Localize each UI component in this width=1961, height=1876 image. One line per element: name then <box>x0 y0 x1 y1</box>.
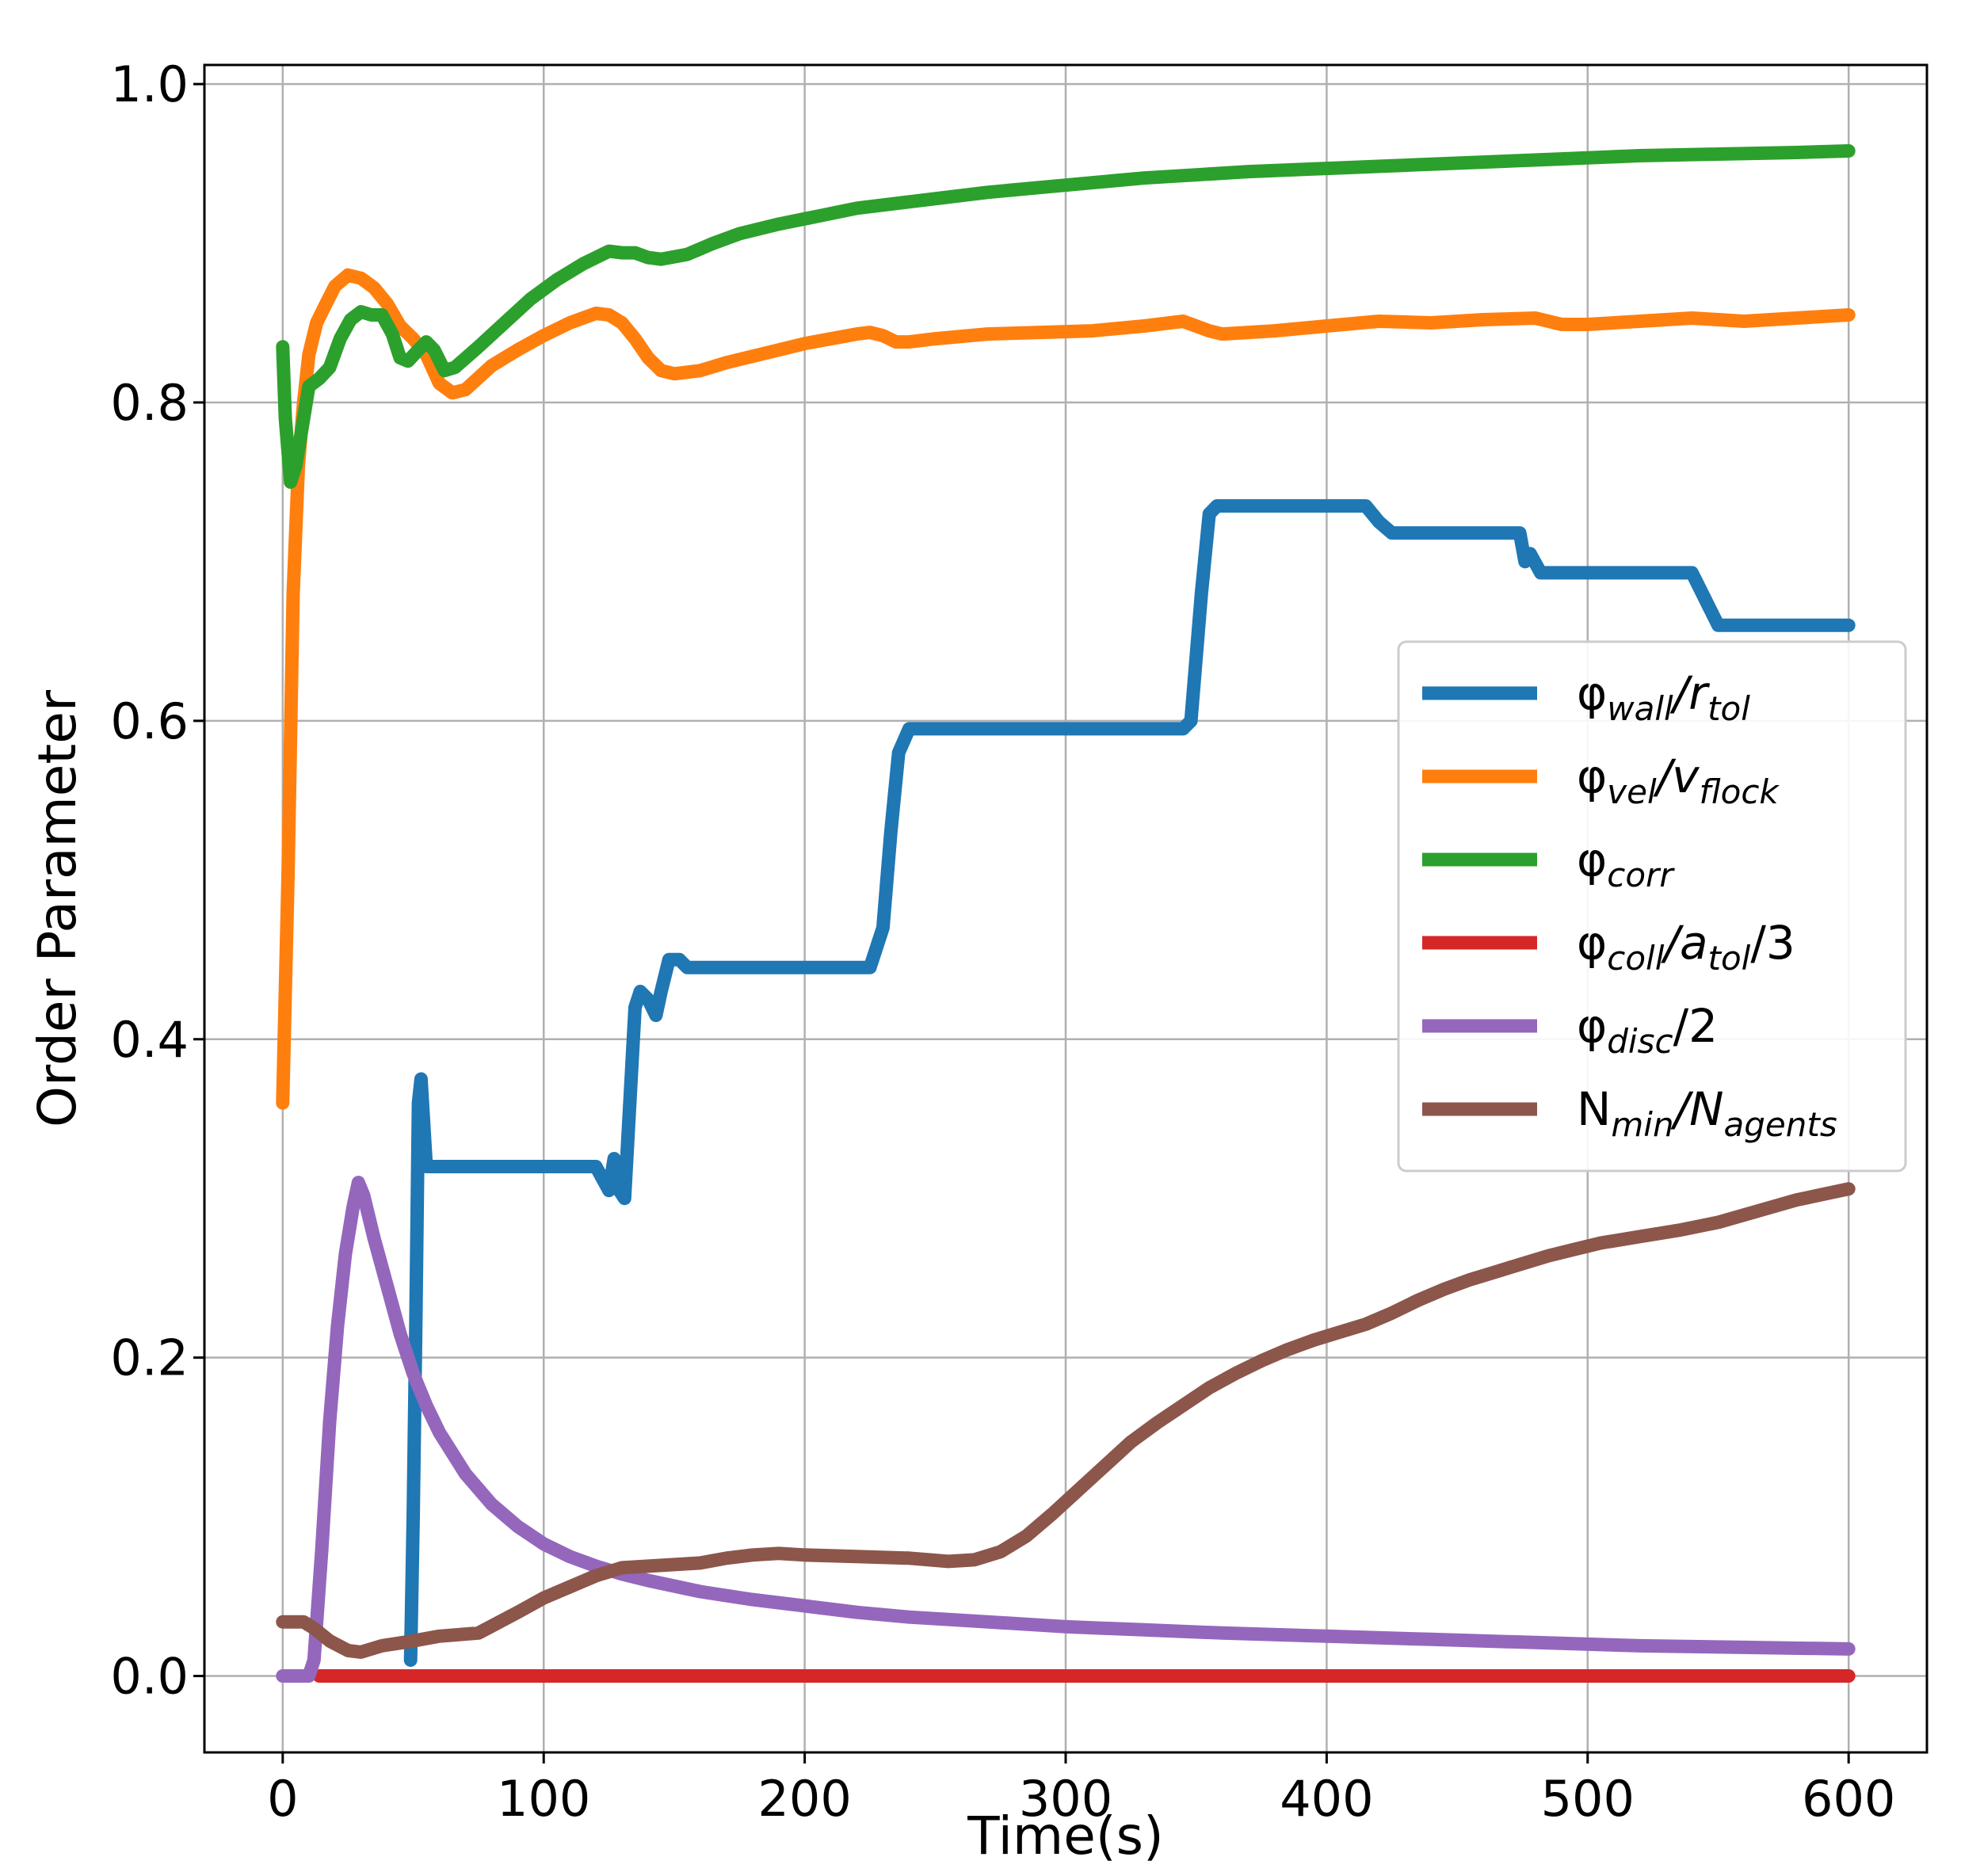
legend-label: φvel/vflock <box>1577 749 1780 811</box>
y-tick-label: 1.0 <box>110 55 189 113</box>
legend-label: φdisc/2 <box>1577 999 1718 1061</box>
x-tick-label: 300 <box>1019 1770 1112 1828</box>
y-axis-label: Order Parameter <box>27 689 88 1127</box>
x-tick-label: 0 <box>267 1770 298 1828</box>
x-tick-label: 600 <box>1802 1770 1895 1828</box>
legend-label: φcoll/atol/3 <box>1577 916 1795 978</box>
x-tick-label: 500 <box>1541 1770 1635 1828</box>
series-line-1 <box>276 268 1856 1110</box>
legend-label: Nmin/Nagents <box>1577 1082 1837 1144</box>
axis-ticks: 0 100 200 300 400 500 600 0.0 0.2 0.4 0.6 0.8 1.0 <box>110 55 1895 1828</box>
legend-label: φwall/rtol <box>1577 666 1750 728</box>
y-tick-label: 0.6 <box>110 692 189 750</box>
y-tick-label: 0.2 <box>110 1329 189 1387</box>
series-line-2 <box>276 144 1856 489</box>
y-tick-label: 0.0 <box>110 1648 189 1706</box>
x-tick-label: 200 <box>757 1770 851 1828</box>
legend: φwall/rtol φvel/vflock φcorr φcoll/atol/3 φd… <box>1397 640 1907 1172</box>
legend-label: φcorr <box>1577 833 1675 894</box>
x-tick-label: 100 <box>497 1770 590 1828</box>
y-tick-label: 0.4 <box>110 1011 189 1069</box>
series-line-5 <box>276 1182 1856 1659</box>
series-line-0 <box>403 499 1856 1667</box>
y-tick-label: 0.8 <box>110 374 189 432</box>
series-line-4 <box>276 1176 1856 1683</box>
x-axis-label: Time(s) <box>967 1805 1163 1866</box>
x-tick-label: 400 <box>1280 1770 1373 1828</box>
series-lines <box>276 144 1856 1683</box>
